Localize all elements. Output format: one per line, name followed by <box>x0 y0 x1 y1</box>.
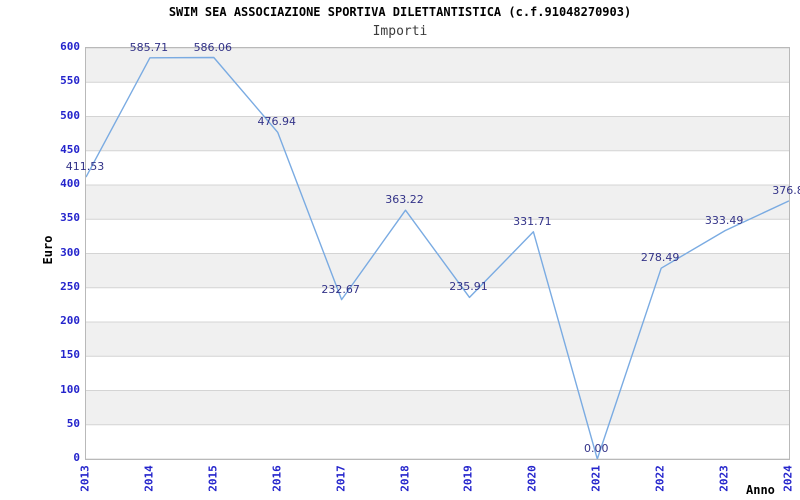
data-point-label: 411.53 <box>65 160 105 174</box>
y-tick-label: 300 <box>60 245 80 259</box>
y-tick-label: 100 <box>60 382 80 396</box>
y-tick-label: 250 <box>60 279 80 293</box>
y-tick-label: 200 <box>60 314 80 327</box>
plot-band <box>86 116 789 151</box>
x-tick-label: 2021 <box>589 465 603 492</box>
y-tick-label: 500 <box>60 108 80 122</box>
data-point-label: 333.49 <box>704 213 744 227</box>
plot-region: 411.53 585.71 586.06 476.94 232.67 363.22 235.… <box>0 42 800 500</box>
data-point-label: 585.71 <box>129 42 169 54</box>
line-series-svg <box>86 48 789 459</box>
line-series <box>86 56 789 459</box>
plot-band <box>86 185 789 220</box>
y-tick-label: 600 <box>60 40 80 53</box>
data-point-label: 376.8 <box>772 183 800 197</box>
x-axis-title: Anno <box>746 483 775 497</box>
x-tick-label: 2018 <box>398 465 412 492</box>
x-tick-label: 2016 <box>270 465 284 492</box>
y-tick-label: 450 <box>60 142 80 156</box>
x-tick-label: 2022 <box>653 465 667 492</box>
data-point-label: 586.06 <box>193 42 233 54</box>
y-axis-title: Euro <box>41 235 55 265</box>
data-point-label: 232.67 <box>321 282 360 296</box>
x-tick-label: 2023 <box>717 465 731 492</box>
data-point-label: 363.22 <box>385 193 424 207</box>
plot-band <box>86 390 789 425</box>
data-point-label: 278.49 <box>640 251 680 265</box>
plot-band <box>86 253 789 288</box>
plot-area <box>85 47 790 460</box>
data-point-label: 0.00 <box>584 442 609 455</box>
x-tick-label: 2020 <box>525 465 539 492</box>
y-tick-label: 50 <box>66 416 80 430</box>
y-tick-label: 550 <box>60 74 80 88</box>
plot-band <box>86 322 789 357</box>
x-tick-label: 2019 <box>461 465 475 492</box>
y-tick-label: 0 <box>73 451 80 464</box>
data-point-label: 235.91 <box>449 280 488 294</box>
y-tick-label: 150 <box>60 348 80 362</box>
plot-band <box>86 48 789 83</box>
x-tick-label: 2015 <box>206 465 220 492</box>
y-tick-label: 350 <box>60 211 80 225</box>
chart-subtitle: Importi <box>372 24 428 39</box>
data-point-label: 476.94 <box>257 115 296 129</box>
x-tick-label: 2013 <box>78 465 92 492</box>
x-tick-label: 2017 <box>334 465 348 492</box>
x-tick-label: 2024 <box>781 465 795 492</box>
y-tick-label: 400 <box>60 177 80 190</box>
x-tick-label: 2014 <box>142 465 156 492</box>
data-point-label: 331.71 <box>513 214 552 228</box>
chart-title: SWIM SEA ASSOCIAZIONE SPORTIVA DILETTANT… <box>168 5 632 19</box>
